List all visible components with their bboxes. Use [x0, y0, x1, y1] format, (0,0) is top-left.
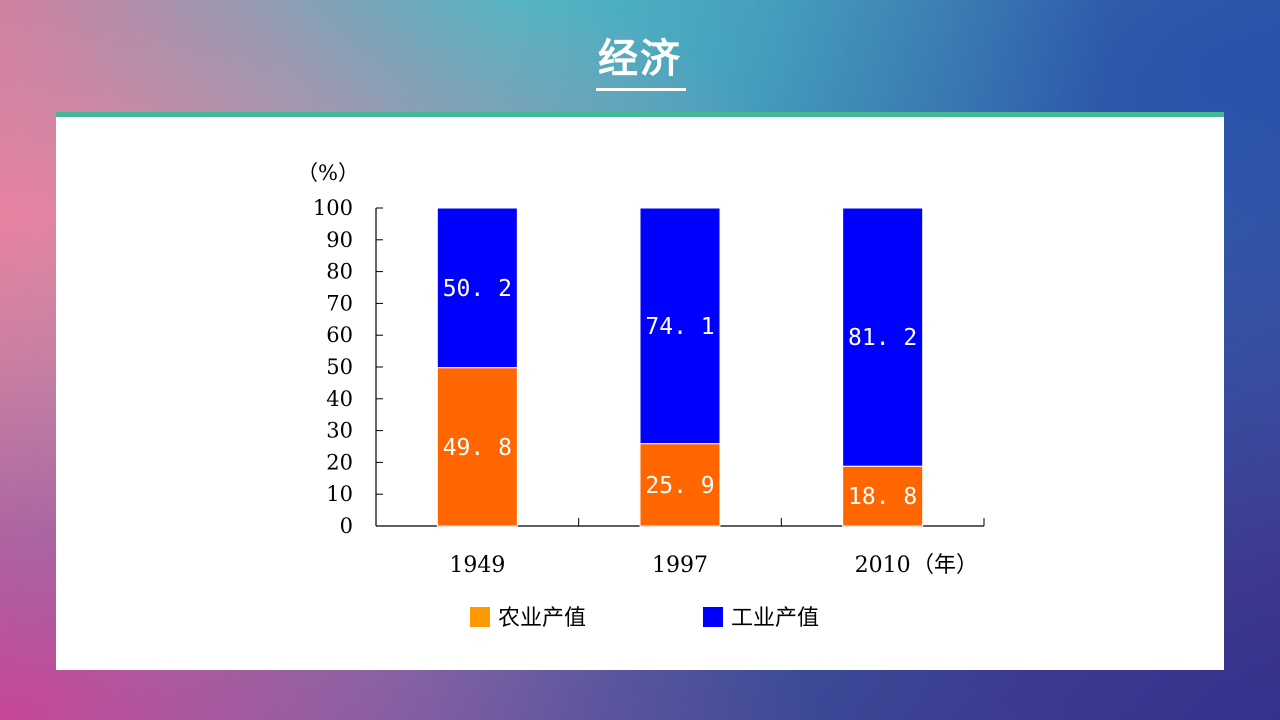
y-tick-label: 30: [326, 419, 353, 443]
x-category-label: 1949: [449, 553, 505, 578]
chart-bars: 49. 8 50. 2 25. 9 74. 1 18. 8 81. 2: [436, 207, 924, 527]
x-axis-unit-label: （年）: [912, 553, 978, 578]
bar-segment: [842, 465, 924, 527]
bar-value-label: 49. 8: [443, 435, 512, 461]
bar-segment: [436, 367, 518, 527]
y-tick-label: 100: [313, 196, 353, 220]
y-tick-label: 10: [326, 482, 353, 506]
bar-segment: [436, 207, 518, 369]
chart-legend: 农业产值 工业产值: [470, 606, 819, 631]
legend-swatch: [470, 607, 490, 627]
y-tick-label: 60: [326, 323, 353, 347]
bar-value-label: 18. 8: [848, 484, 917, 510]
y-axis-unit-label: （%）: [297, 161, 359, 185]
bar-value-label: 50. 2: [443, 276, 512, 302]
y-tick-label: 70: [326, 291, 353, 315]
bar-segment: [639, 207, 721, 445]
legend-swatch: [703, 607, 723, 627]
legend-label: 农业产值: [498, 606, 586, 631]
x-category-label: 2010: [855, 553, 911, 578]
bar-value-label: 74. 1: [645, 314, 714, 340]
y-tick-label: 0: [340, 514, 353, 538]
y-tick-label: 90: [326, 228, 353, 252]
bar-segment: [639, 443, 721, 527]
y-tick-label: 20: [326, 450, 353, 474]
title-underline: [596, 88, 686, 91]
y-tick-label: 40: [326, 387, 353, 411]
y-tick-label: 50: [326, 355, 353, 379]
bar-segment: [842, 207, 924, 467]
page-title: 经济: [598, 36, 682, 82]
y-tick-label: 80: [326, 260, 353, 284]
x-category-label: 1997: [652, 553, 708, 578]
chart-axes: 0 10 20 30 40 50 60 70 80 90 100 1949 1997 2010: [313, 196, 985, 578]
bar-value-label: 25. 9: [645, 473, 714, 499]
legend-label: 工业产值: [731, 606, 819, 631]
bar-value-label: 81. 2: [848, 325, 917, 351]
